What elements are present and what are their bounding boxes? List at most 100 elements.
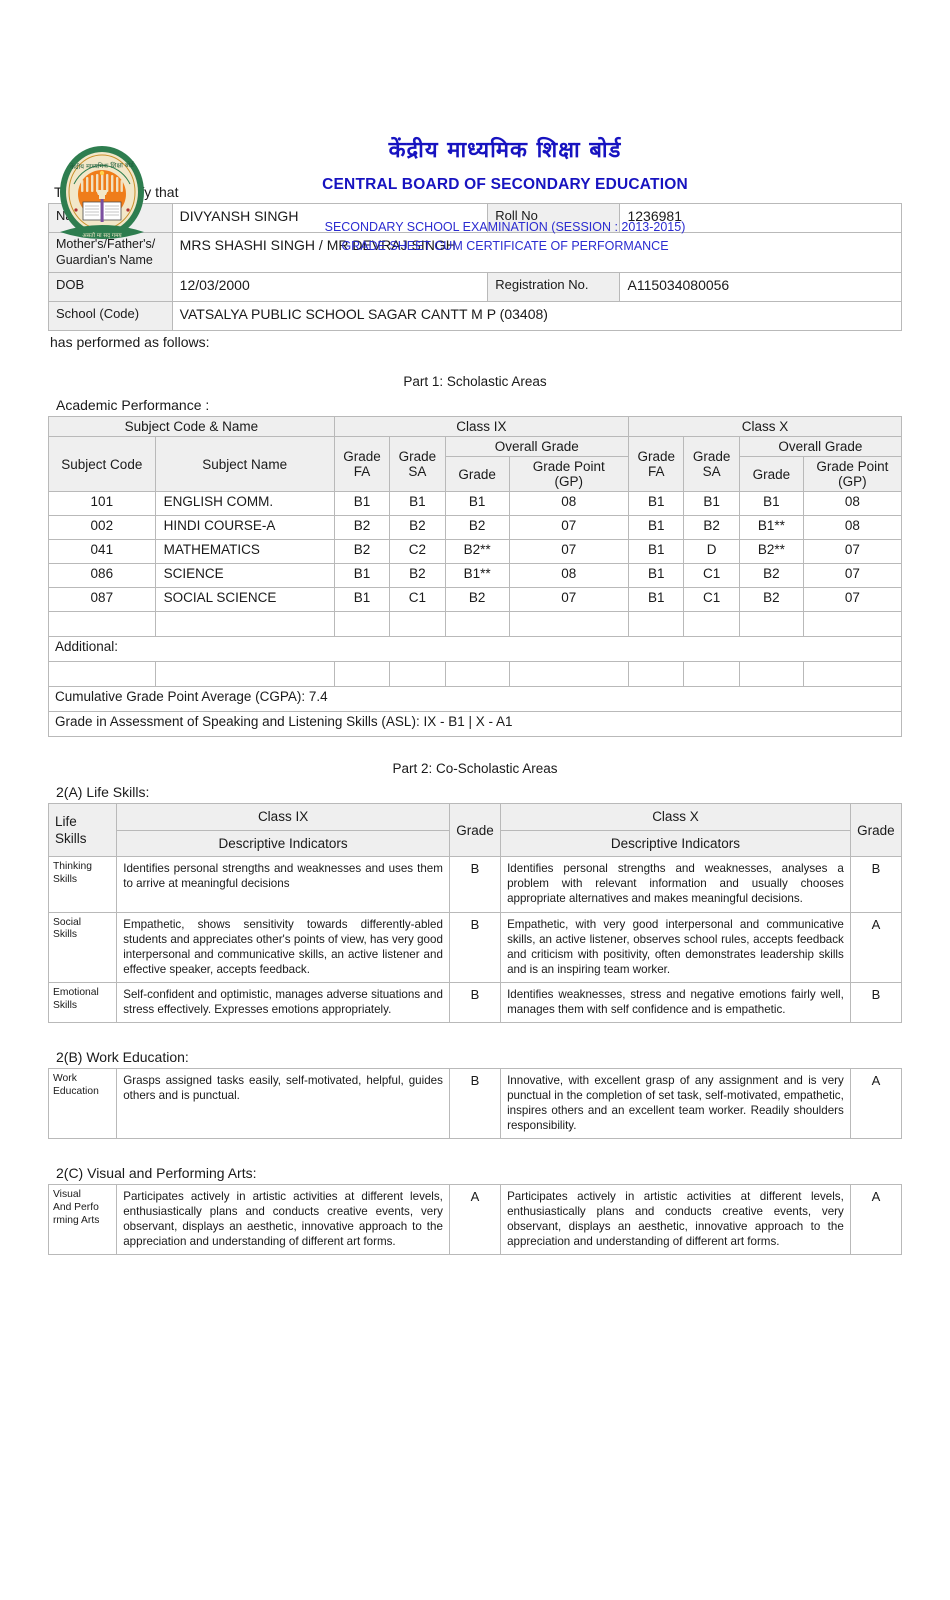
x-sa: D (683, 539, 740, 565)
x-overall-grade: B2 (738, 563, 804, 589)
document-header: केंद्रीय माध्यमिक शिक्षा बोर्ड (0, 0, 950, 253)
x-overall-grade: B2 (738, 587, 804, 613)
subject-code: 002 (48, 515, 156, 541)
board-name-english: CENTRAL BOARD OF SECONDARY EDUCATION (322, 176, 688, 194)
table-row: Work Education Grasps assigned tasks eas… (47, 1067, 903, 1140)
ix-fa: B2 (333, 515, 391, 541)
x-grade-point: 07 (802, 587, 903, 613)
skill-name: Social Skills (47, 911, 118, 983)
header-subject-code: Subject Code (48, 436, 156, 493)
table-row: Social Skills Empathetic, shows sensitiv… (47, 911, 903, 983)
x-fa: B1 (627, 563, 685, 589)
ix-grade: B (448, 911, 502, 983)
header-ix-descriptive: Descriptive Indicators (116, 829, 450, 858)
x-fa: B1 (627, 539, 685, 565)
subject-name: SOCIAL SCIENCE (154, 587, 335, 613)
skill-name: Thinking Skills (47, 856, 118, 913)
ix-fa: B1 (333, 563, 391, 589)
table-row: DOB 12/03/2000 Registration No. A1150340… (48, 272, 902, 303)
x-grade: B (849, 981, 903, 1023)
x-grade-point: 07 (802, 539, 903, 565)
svg-text:केंद्रीय माध्यमिक शिक्षा बोर्ड: केंद्रीय माध्यमिक शिक्षा बोर्ड (70, 161, 135, 171)
subject-name: ENGLISH COMM. (154, 491, 335, 517)
part1-title: Part 1: Scholastic Areas (403, 374, 547, 390)
scholastic-table: Subject Code & Name Class IX Class X Sub… (48, 416, 903, 738)
x-sa: B1 (683, 491, 740, 517)
subject-code: 041 (48, 539, 156, 565)
life-skills-table: Life Skills Class IX Grade Class X Grade… (47, 803, 903, 1023)
header-class-x: Class X (500, 803, 851, 831)
table-row: 101 ENGLISH COMM. B1 B1 B1 08 B1 B1 B1 0… (48, 491, 903, 517)
subject-code: 101 (48, 491, 156, 517)
x-descriptor: Empathetic, with very good interpersonal… (500, 911, 851, 983)
ix-descriptor: Participates actively in artistic activi… (116, 1184, 450, 1256)
part2-title: Part 2: Co-Scholastic Areas (392, 761, 558, 777)
header-x-grade-fa: Grade FA (627, 436, 685, 493)
table-header-row: Grade Grade Point (GP) Grade Grade Point… (49, 456, 903, 493)
x-overall-grade: B1 (738, 491, 804, 517)
document-type-line: GRADE SHEET CUM CERTIFICATE OF PERFORMAN… (341, 238, 669, 253)
visual-performing-arts-table: Visual And Perfo rming Arts Participates… (47, 1184, 903, 1256)
additional-label: Additional: (48, 636, 902, 663)
x-descriptor: Participates actively in artistic activi… (500, 1184, 851, 1256)
ix-grade-point: 07 (508, 539, 630, 565)
empty-subject-row (48, 611, 903, 638)
ix-grade-point: 07 (508, 515, 630, 541)
ix-grade-point: 08 (508, 491, 630, 517)
skill-name: Emotional Skills (47, 981, 118, 1023)
table-header-row: Subject Code Subject Name Grade FA Grade… (48, 436, 903, 493)
guardian-label: Mother's/Father's/ Guardian's Name (48, 231, 173, 274)
header-x-grade-sa: Grade SA (683, 436, 740, 493)
x-descriptor: Identifies personal strengths and weakne… (500, 856, 851, 913)
ix-overall-grade: B2 (444, 515, 510, 541)
ix-fa: B2 (333, 539, 391, 565)
x-grade-point: 07 (802, 563, 903, 589)
exam-session-line: SECONDARY SCHOOL EXAMINATION (SESSION : … (324, 220, 686, 235)
school-value: VATSALYA PUBLIC SCHOOL SAGAR CANTT M P (… (171, 301, 903, 332)
roll-no-value: 1236981 (619, 203, 902, 233)
cgpa-line: Cumulative Grade Point Average (CGPA): 7… (48, 686, 902, 713)
ix-overall-grade: B1** (444, 563, 510, 589)
header-ix-grade-point: Grade Point (GP) (508, 456, 630, 493)
ix-grade: B (448, 1067, 502, 1140)
roll-no-label: Roll No (487, 203, 621, 233)
table-header-row: Descriptive Indicators Descriptive Indic… (49, 829, 902, 858)
ix-grade: B (448, 856, 502, 913)
ix-sa: B2 (389, 563, 446, 589)
performed-text: has performed as follows: (50, 334, 210, 351)
x-fa: B1 (627, 587, 685, 613)
header-x-overall-grade: Overall Grade (738, 436, 903, 458)
x-sa: C1 (683, 587, 740, 613)
ix-sa: B2 (389, 515, 446, 541)
x-grade: A (849, 1184, 903, 1256)
table-header-row: Subject Code & Name Class IX Class X (48, 416, 902, 438)
header-x-grade-point: Grade Point (GP) (802, 456, 903, 493)
ix-grade-point: 07 (508, 587, 630, 613)
ix-grade-point: 08 (508, 563, 630, 589)
x-grade: A (849, 1067, 903, 1140)
ix-grade: B (448, 981, 502, 1023)
header-ix-grade-sa: Grade SA (389, 436, 446, 493)
header-class-ix: Class IX (116, 803, 450, 831)
table-row: Emotional Skills Self-confident and opti… (47, 981, 903, 1023)
subject-name: MATHEMATICS (154, 539, 335, 565)
name-value: DIVYANSH SINGH (171, 203, 489, 233)
header-life-skills: Life Skills (47, 803, 118, 858)
header-class-ix: Class IX (333, 416, 630, 438)
ix-overall-grade: B2 (444, 587, 510, 613)
header-ix-grade: Grade (448, 803, 502, 858)
header-ix-grade-fa: Grade FA (333, 436, 391, 493)
x-sa: B2 (683, 515, 740, 541)
life-skills-label: 2(A) Life Skills: (56, 784, 150, 801)
subject-code: 087 (48, 587, 156, 613)
x-overall-grade: B2** (738, 539, 804, 565)
header-x-grade: Grade (738, 456, 804, 493)
ix-fa: B1 (333, 587, 391, 613)
x-grade-point: 08 (802, 491, 903, 517)
x-descriptor: Identifies weaknesses, stress and negati… (500, 981, 851, 1023)
table-row: Visual And Perfo rming Arts Participates… (47, 1184, 903, 1256)
table-row: School (Code) VATSALYA PUBLIC SCHOOL SAG… (48, 301, 903, 332)
x-grade: A (849, 911, 903, 983)
table-header-row: Life Skills Class IX Grade Class X Grade (47, 803, 903, 858)
